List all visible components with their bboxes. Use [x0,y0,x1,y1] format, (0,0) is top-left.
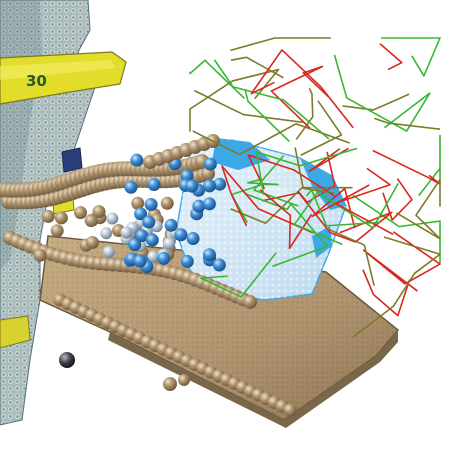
rod [247,178,279,186]
rod [259,189,313,250]
blue-bead [130,153,144,167]
rod [308,147,349,173]
rod [194,89,303,124]
bead [160,196,174,210]
rod [221,165,314,234]
rod [200,252,277,298]
rod [342,93,410,111]
blue-bead [203,157,217,171]
bead-chain [0,134,297,417]
blue-bead [128,238,142,252]
blue-bead [202,197,216,211]
blue-bead [147,178,161,192]
rod [293,182,399,246]
bead [50,224,64,238]
rod [192,123,350,156]
rod [255,147,358,196]
rod [333,54,431,132]
shelf-label-text: 30 [26,72,47,90]
rod [295,87,314,140]
rod [230,37,331,52]
blue-bead [142,215,156,229]
blue-bead [186,232,200,246]
bead [54,211,68,225]
bead [85,235,99,249]
bead [131,196,145,210]
rod [300,100,343,156]
blue-bead [185,179,199,193]
rod [380,37,441,77]
blue-bead [202,179,216,193]
bead [92,205,106,219]
blue-bead [134,207,148,221]
rod [382,178,413,221]
blue-bead [133,254,147,268]
blue-bead [212,258,226,272]
blue-bead [157,251,171,265]
rod [362,231,441,292]
blue-bead [202,248,216,262]
rod [305,189,380,227]
pale-bead [100,227,113,240]
rod [230,186,353,225]
rod [379,43,403,71]
blue-bead [135,229,149,243]
rod [362,269,411,317]
bead [283,403,297,417]
pale-bead [102,245,115,258]
rod [352,236,441,338]
rod [270,65,329,129]
rod [213,59,330,140]
blue-bead [192,199,206,213]
rod [326,227,375,286]
bead [33,248,47,262]
bead [73,206,87,220]
rod [244,89,291,143]
blue-bead [174,228,188,242]
rod [253,155,299,207]
rod-bundle [189,37,441,338]
blue-bead [164,218,178,232]
pale-bead [163,237,176,250]
bead [178,374,190,386]
pale-bead [106,212,119,225]
bead [163,377,177,391]
rod [374,117,441,130]
rod [418,134,441,196]
rod [247,154,336,197]
blue-bead [213,177,227,191]
rod [230,56,284,79]
bead [243,294,257,309]
bead [84,214,98,228]
pale-bead [147,250,160,263]
rod [396,178,441,240]
blue-bead [180,254,194,268]
rod [334,167,394,236]
dark-bead [59,352,75,368]
rod [189,59,245,99]
rod [189,68,280,132]
blue-bead [180,169,194,183]
blue-bead [124,180,138,194]
blue-bead [145,233,159,247]
blue-bead [144,198,158,212]
rod [294,147,335,194]
bead [41,209,55,223]
rod [250,49,354,129]
pale-bead [120,226,133,239]
